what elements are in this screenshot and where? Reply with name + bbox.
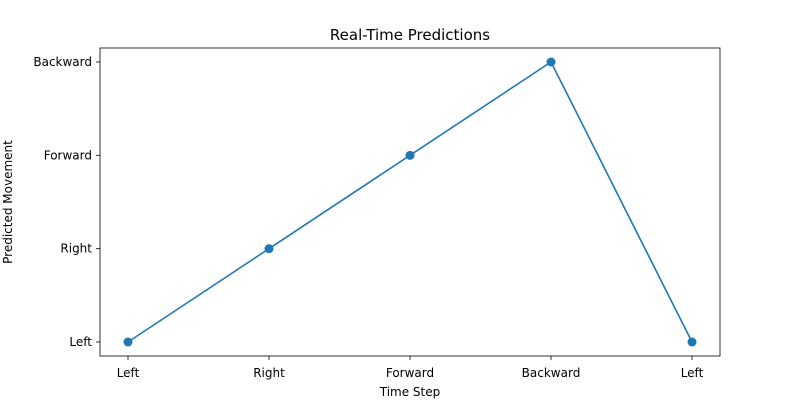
series-group	[123, 57, 697, 347]
data-point	[687, 337, 697, 347]
y-axis-label: Predicted Movement	[1, 140, 15, 264]
x-tick-label: Left	[117, 366, 140, 380]
x-axis-ticks: Left Right Forward Backward Left	[117, 356, 704, 380]
x-tick-label: Backward	[522, 366, 581, 380]
data-point	[546, 57, 556, 67]
data-point	[405, 150, 415, 160]
x-tick-label: Right	[253, 366, 285, 380]
chart-title: Real-Time Predictions	[330, 26, 490, 44]
x-axis-label: Time Step	[379, 385, 441, 399]
y-axis-ticks: Left Right Forward Backward	[33, 55, 100, 349]
y-tick-label: Right	[60, 242, 92, 256]
x-tick-label: Forward	[386, 366, 434, 380]
y-tick-label: Backward	[33, 55, 92, 69]
x-tick-label: Left	[681, 366, 704, 380]
y-tick-label: Left	[69, 335, 92, 349]
y-tick-label: Forward	[44, 148, 92, 162]
data-point	[264, 244, 274, 254]
data-point	[123, 337, 133, 347]
